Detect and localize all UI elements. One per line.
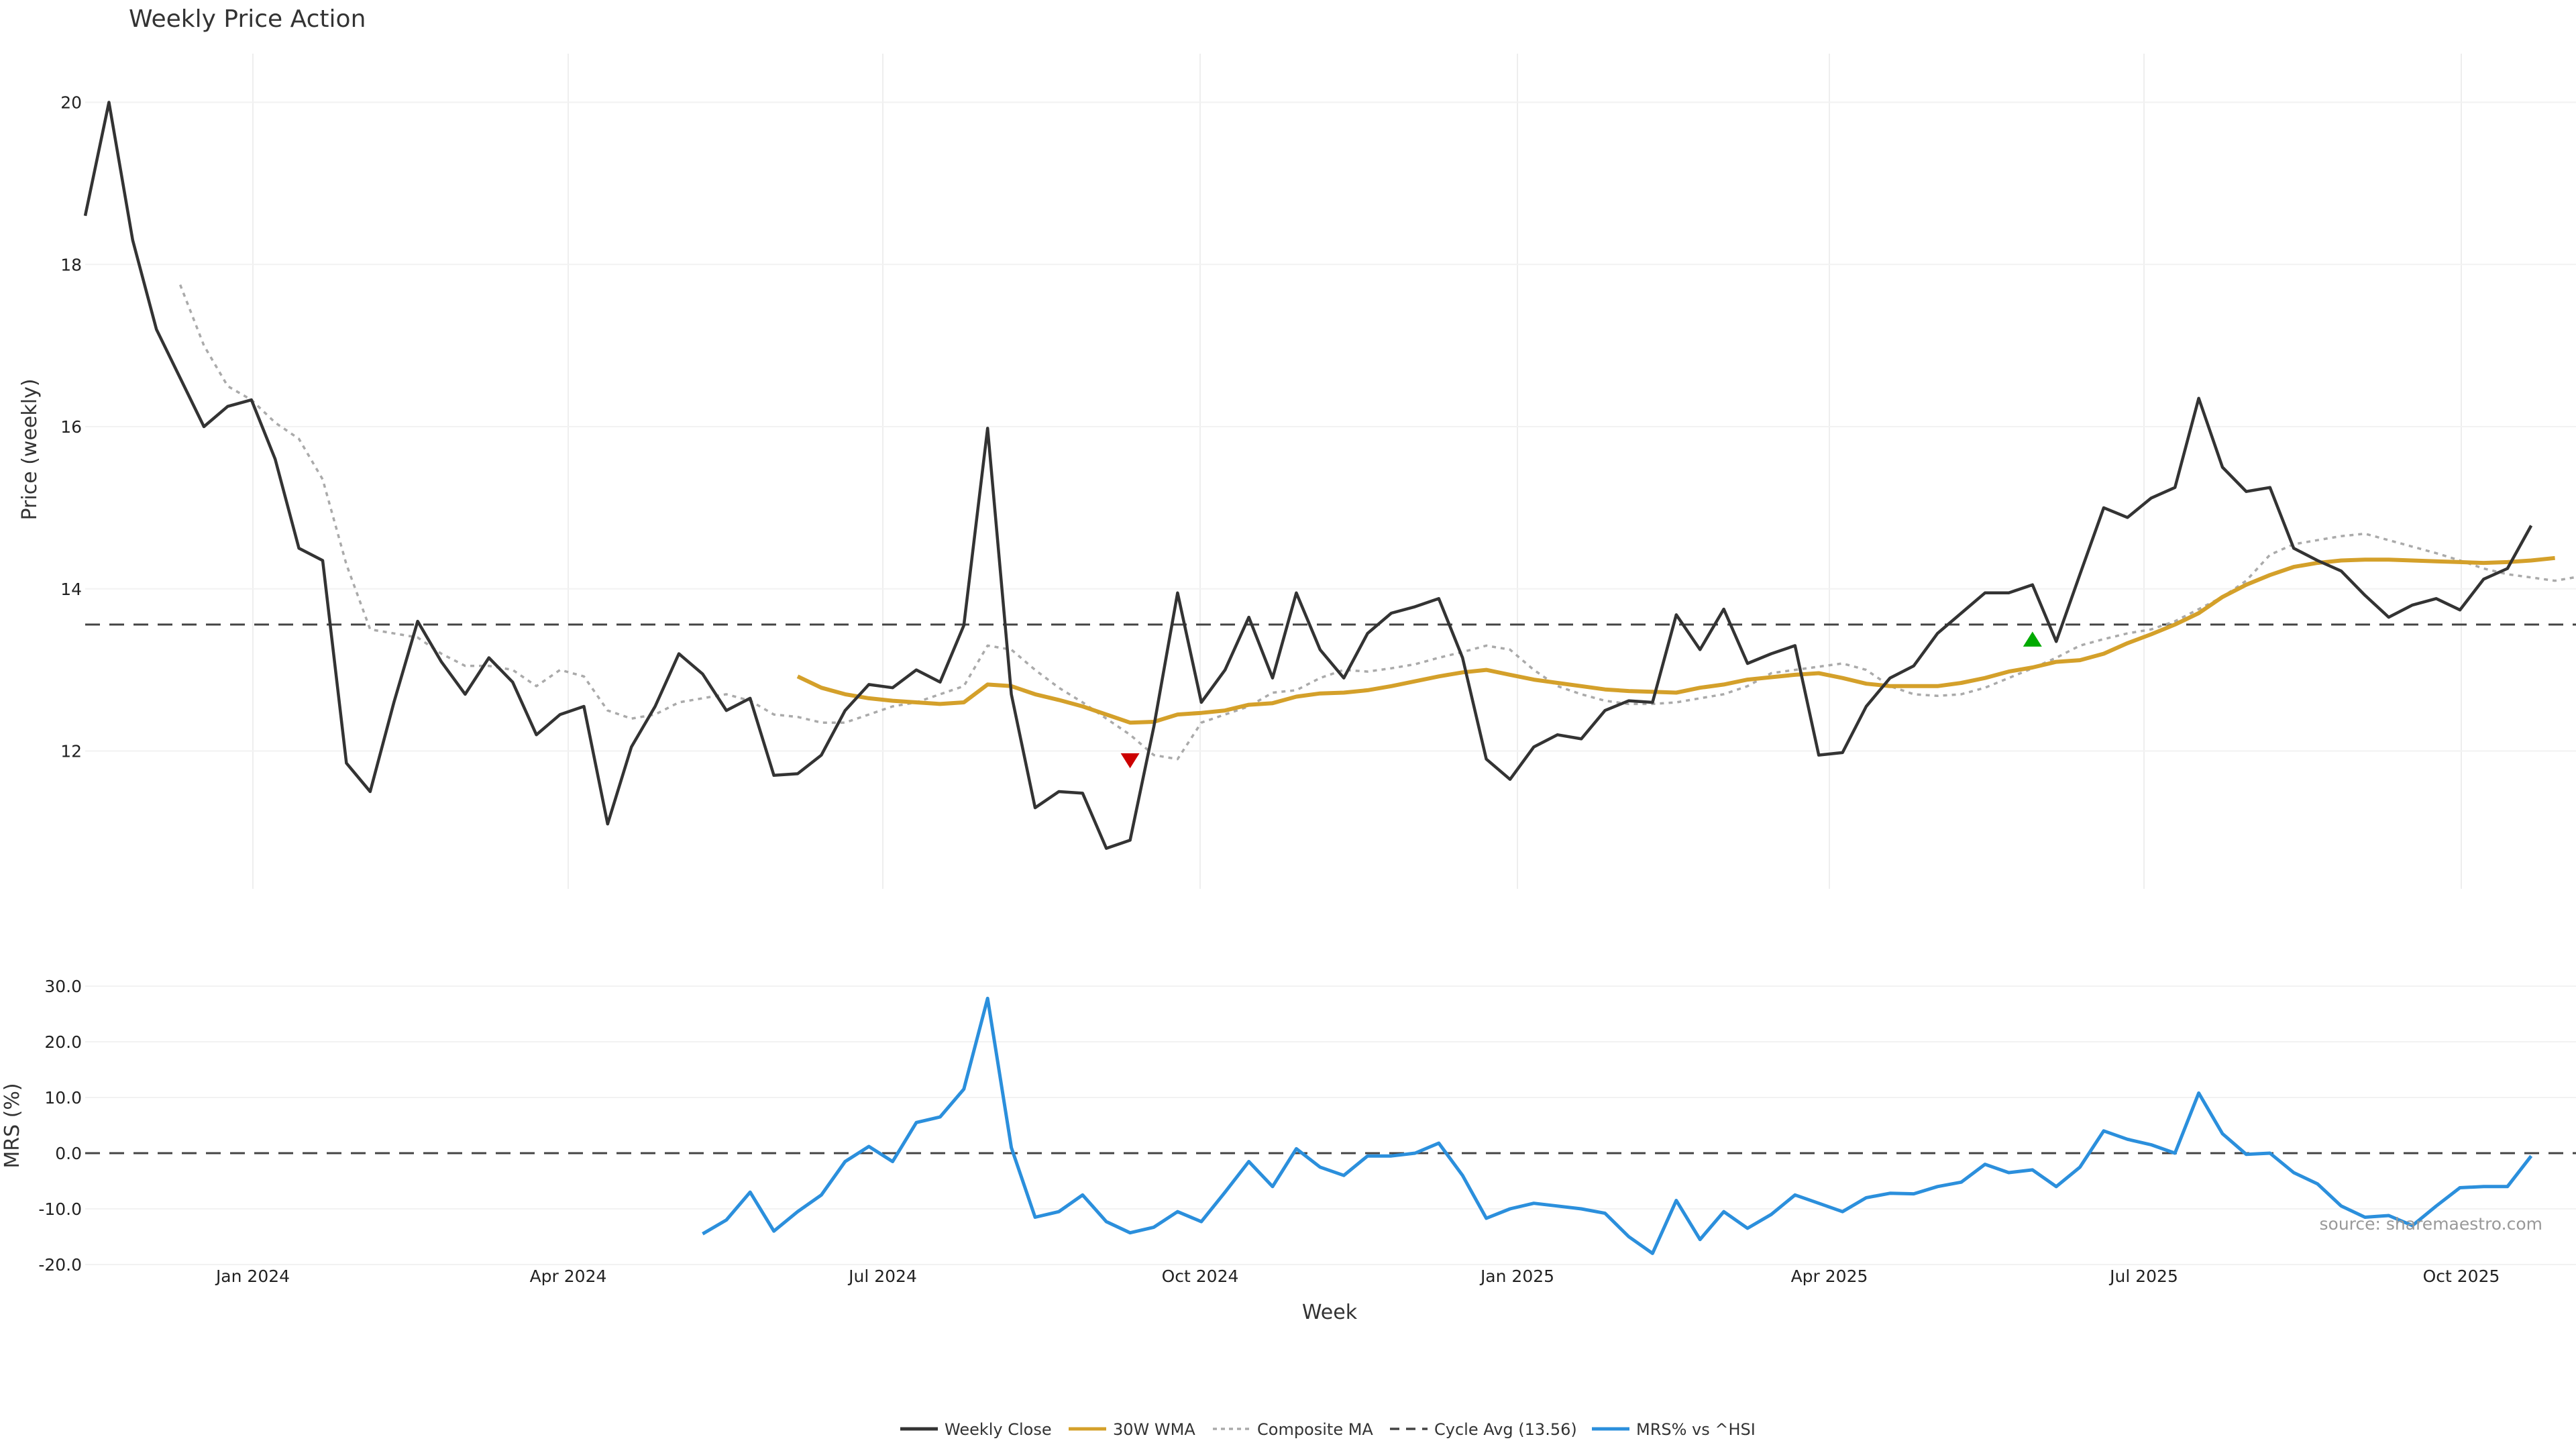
chart-legend: Weekly Close 30W WMA Composite MA Cycle Avg…: [900, 1420, 1756, 1439]
x-tick-label: Jan 2025: [1479, 1267, 1554, 1286]
price-y-axis-title: Price (weekly): [18, 378, 42, 520]
source-note: source: sharemaestro.com: [2320, 1214, 2543, 1234]
price-y-tick-label: 14: [60, 580, 82, 599]
x-tick-label: Oct 2025: [2423, 1267, 2500, 1286]
sell-signal-marker: [1120, 753, 1140, 769]
x-tick-label: Jul 2025: [2108, 1267, 2178, 1286]
chart-title: Weekly Price Action: [129, 5, 366, 33]
legend-label: Composite MA: [1257, 1420, 1373, 1439]
price-y-tick-label: 20: [60, 93, 82, 113]
x-tick-label: Jan 2024: [215, 1267, 290, 1286]
mrs-y-tick-label: 30.0: [44, 977, 82, 996]
price-y-tick-label: 18: [60, 255, 82, 274]
mrs-y-tick-label: 0.0: [55, 1144, 82, 1163]
mrs-y-tick-label: -20.0: [38, 1255, 82, 1275]
mrs-series-group: [702, 996, 2533, 1255]
composite-ma-line: [178, 284, 2576, 761]
legend-label: Cycle Avg (13.56): [1434, 1420, 1577, 1439]
x-axis-title: Week: [1302, 1301, 1358, 1324]
mrs-y-ticks: -20.0 -10.0 0.0 10.0 20.0 30.0: [38, 977, 82, 1275]
x-axis-ticks: Jan 2024 Apr 2024 Jul 2024 Oct 2024 Jan 2025…: [215, 1267, 2500, 1286]
buy-signal-marker: [2023, 631, 2042, 647]
legend-label: MRS% vs ^HSI: [1636, 1420, 1756, 1439]
price-gridlines: [85, 101, 2576, 752]
mrs-y-axis-title: MRS (%): [1, 1083, 24, 1168]
weekly-close-line: [83, 101, 2533, 850]
price-y-tick-label: 16: [60, 417, 82, 437]
wma-30w-line: [796, 555, 2555, 725]
legend-label: 30W WMA: [1113, 1420, 1195, 1439]
price-y-ticks: 12 14 16 18 20: [60, 93, 82, 761]
mrs-y-tick-label: -10.0: [38, 1199, 82, 1219]
x-tick-label: Apr 2024: [530, 1267, 607, 1286]
x-tick-label: Oct 2024: [1162, 1267, 1239, 1286]
mrs-y-tick-label: 10.0: [44, 1088, 82, 1108]
price-y-tick-label: 12: [60, 742, 82, 761]
price-series-group: [83, 101, 2576, 850]
mrs-y-tick-label: 20.0: [44, 1032, 82, 1052]
mrs-gridlines: [85, 985, 2576, 1265]
x-tick-label: Apr 2025: [1791, 1267, 1868, 1286]
legend-label: Weekly Close: [945, 1420, 1052, 1439]
vertical-gridlines: [252, 54, 2462, 889]
x-tick-label: Jul 2024: [847, 1267, 917, 1286]
mrs-line: [702, 996, 2533, 1255]
signal-markers: [1120, 631, 2042, 769]
